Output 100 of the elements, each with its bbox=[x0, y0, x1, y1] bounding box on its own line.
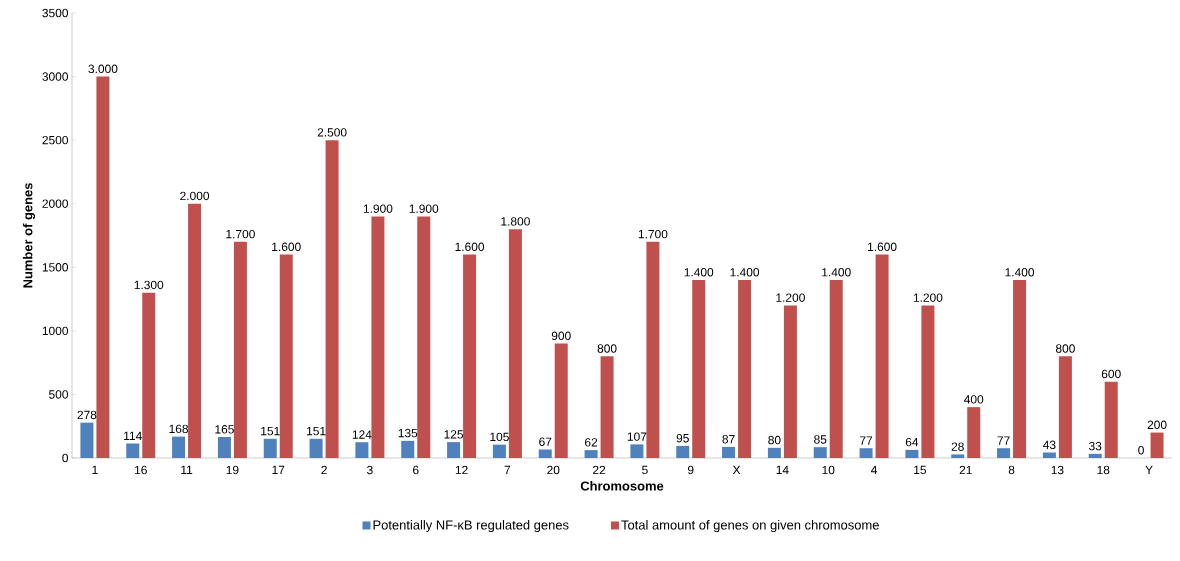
bar bbox=[813, 447, 827, 458]
data-label: 125 bbox=[444, 430, 464, 439]
data-label: 77 bbox=[997, 436, 1010, 445]
bar bbox=[126, 443, 140, 458]
data-label: 2.000 bbox=[180, 191, 210, 201]
bar bbox=[217, 437, 231, 458]
bar bbox=[1088, 453, 1102, 458]
data-label: 200 bbox=[1147, 420, 1167, 430]
x-tick-label: 5 bbox=[642, 465, 648, 475]
data-label: 1.600 bbox=[455, 242, 485, 252]
data-label: 1.900 bbox=[363, 204, 393, 213]
data-label: 1.400 bbox=[684, 268, 714, 277]
data-label: 168 bbox=[169, 424, 189, 434]
bar bbox=[676, 445, 690, 458]
bar bbox=[279, 254, 293, 458]
data-label: 2.500 bbox=[317, 128, 347, 137]
bar bbox=[875, 254, 889, 458]
bar bbox=[1042, 452, 1056, 458]
data-label: 1.200 bbox=[913, 293, 943, 302]
bar bbox=[371, 216, 385, 458]
bar bbox=[508, 229, 522, 458]
data-label: 1.300 bbox=[134, 280, 164, 290]
x-tick-label: 9 bbox=[687, 465, 694, 475]
data-label: 800 bbox=[597, 344, 617, 353]
x-tick-label: 4 bbox=[871, 465, 878, 474]
bar bbox=[355, 442, 369, 458]
bar bbox=[80, 422, 94, 458]
data-label: 1.900 bbox=[409, 204, 439, 213]
bar bbox=[142, 292, 156, 458]
bar bbox=[767, 447, 781, 458]
data-label: 1.700 bbox=[226, 229, 255, 239]
bar bbox=[1013, 280, 1027, 458]
bar bbox=[401, 440, 415, 458]
data-label: 1.400 bbox=[730, 268, 760, 277]
bar bbox=[829, 280, 843, 458]
x-tick-label: 6 bbox=[413, 465, 419, 475]
bar bbox=[630, 444, 644, 458]
y-tick-label: 2000 bbox=[42, 199, 69, 208]
y-tick-label: 3000 bbox=[42, 72, 69, 81]
data-label: 87 bbox=[722, 434, 735, 444]
x-tick-label: 15 bbox=[914, 465, 927, 475]
y-tick-label: 2500 bbox=[42, 135, 69, 145]
x-tick-label: 21 bbox=[959, 465, 972, 475]
y-tick-label: 1000 bbox=[42, 326, 69, 336]
data-label: 105 bbox=[490, 432, 509, 442]
data-label: 1.400 bbox=[822, 268, 851, 277]
x-tick-label: 7 bbox=[504, 465, 511, 474]
x-tick-label: 17 bbox=[272, 465, 285, 474]
bar bbox=[1058, 356, 1072, 458]
x-tick-label: 12 bbox=[455, 465, 468, 475]
data-label: 1.400 bbox=[1005, 268, 1035, 277]
y-tick-label: 0 bbox=[62, 453, 69, 463]
data-label: 107 bbox=[627, 432, 647, 441]
data-label: 1.800 bbox=[501, 217, 530, 226]
bar bbox=[1150, 432, 1164, 458]
x-tick-label: 1 bbox=[92, 465, 98, 474]
data-label: 400 bbox=[964, 395, 984, 404]
data-label: 151 bbox=[307, 426, 326, 436]
bar bbox=[584, 450, 598, 458]
data-label: 800 bbox=[1055, 344, 1075, 353]
data-label: 67 bbox=[539, 437, 552, 446]
data-label: 3.000 bbox=[88, 64, 118, 74]
data-label: 77 bbox=[860, 436, 873, 445]
bar bbox=[188, 203, 202, 458]
y-axis-title: Number of genes bbox=[22, 183, 36, 288]
x-tick-label: X bbox=[732, 465, 741, 474]
bar bbox=[997, 448, 1011, 458]
data-label: 600 bbox=[1101, 369, 1121, 379]
x-tick-label: 20 bbox=[547, 465, 560, 475]
data-label: 28 bbox=[951, 442, 964, 451]
x-tick-label: 19 bbox=[226, 465, 239, 475]
x-tick-label: Y bbox=[1145, 465, 1153, 474]
bar bbox=[417, 216, 431, 458]
data-label: 85 bbox=[814, 435, 827, 444]
bar bbox=[233, 241, 247, 458]
bar bbox=[172, 436, 186, 458]
data-label: 135 bbox=[398, 428, 418, 438]
bar bbox=[447, 442, 461, 458]
y-tick-label: 500 bbox=[49, 390, 69, 399]
bar bbox=[600, 356, 614, 458]
bar bbox=[1104, 381, 1118, 458]
legend-label: Total amount of genes on given chromosome bbox=[621, 520, 879, 533]
y-tick-label: 1500 bbox=[42, 263, 69, 272]
bar bbox=[738, 280, 752, 458]
data-label: 124 bbox=[352, 430, 372, 439]
bar bbox=[859, 448, 873, 458]
bar bbox=[463, 254, 477, 458]
bar bbox=[554, 343, 568, 458]
bar bbox=[646, 241, 660, 458]
data-label: 900 bbox=[551, 331, 571, 341]
legend-label: Potentially NF-κB regulated genes bbox=[373, 520, 569, 533]
bar bbox=[951, 454, 965, 458]
data-label: 1.200 bbox=[776, 293, 805, 302]
x-tick-label: 22 bbox=[593, 465, 606, 475]
bar bbox=[783, 305, 797, 458]
data-label: 1.600 bbox=[272, 242, 301, 252]
bar bbox=[325, 140, 339, 458]
bar bbox=[905, 449, 919, 458]
bar bbox=[309, 438, 323, 458]
bar bbox=[722, 446, 736, 458]
